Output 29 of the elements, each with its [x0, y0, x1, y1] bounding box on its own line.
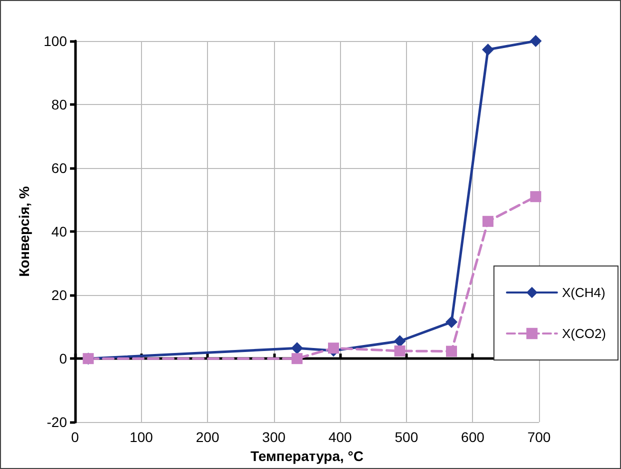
- point: [328, 342, 340, 354]
- x-tick-label: 200: [196, 429, 220, 446]
- point: [394, 345, 406, 356]
- point: [446, 346, 458, 357]
- y-tick-label: 80: [51, 96, 68, 113]
- x-tick-label: 0: [71, 429, 80, 446]
- point: [530, 191, 542, 202]
- point: [446, 316, 458, 328]
- y-tick-label: 100: [44, 33, 68, 49]
- point: [292, 353, 303, 364]
- point: [291, 342, 304, 354]
- x-tick-label: 600: [461, 429, 485, 446]
- point: [482, 216, 494, 227]
- x-tick-label: 100: [130, 429, 154, 446]
- point: [482, 44, 494, 56]
- y-tick-label: -20: [46, 414, 68, 430]
- x-tick-label: 700: [527, 429, 551, 446]
- y-tick-label: 20: [51, 287, 68, 304]
- point: [530, 35, 542, 47]
- x-tick-label: 300: [262, 429, 286, 446]
- legend-label: X(CH4): [562, 285, 606, 300]
- y-tick-label: 40: [51, 224, 68, 240]
- y-axis-title: Конверсія, %: [16, 186, 32, 277]
- x-tick-label: 500: [394, 429, 418, 446]
- y-tick-label: 60: [51, 160, 68, 176]
- legend-label: X(CO2): [562, 326, 606, 341]
- x-tick-label: 400: [328, 429, 352, 446]
- y-tick-label: 0: [59, 350, 68, 367]
- x-axis-title: Температура, °C: [250, 448, 364, 464]
